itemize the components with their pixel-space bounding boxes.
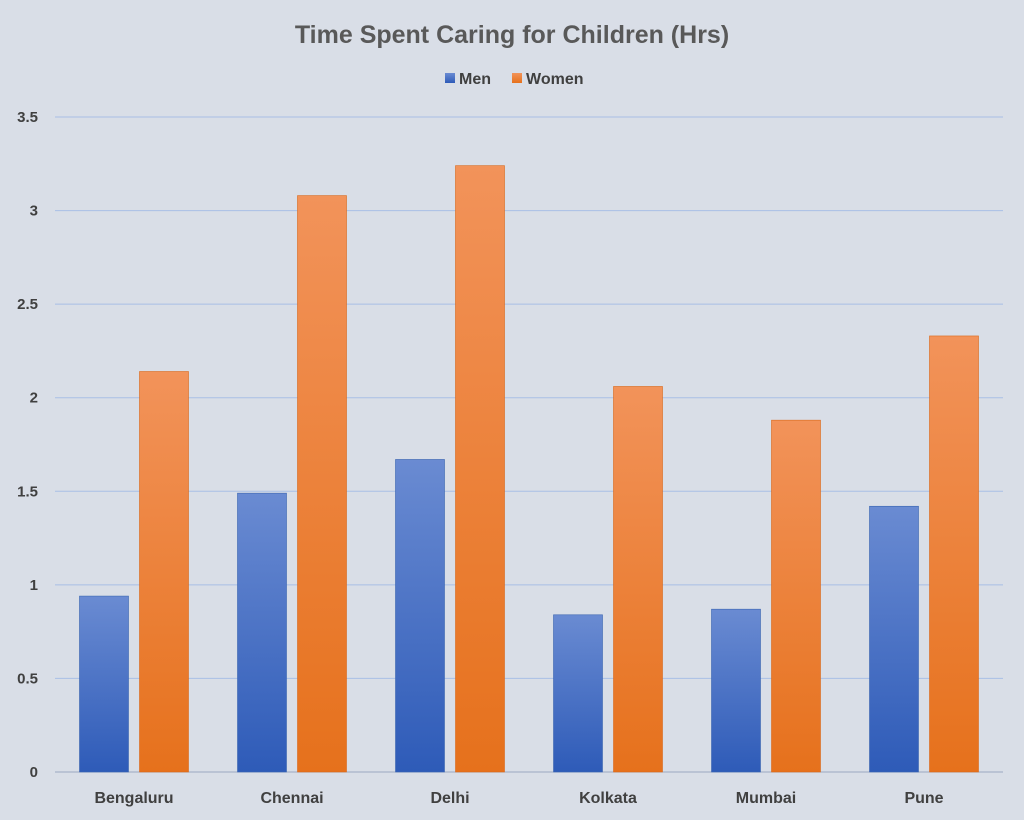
legend-swatch-men (445, 73, 455, 83)
bar-men-delhi (395, 459, 445, 773)
bar-women-pune (929, 335, 979, 773)
y-tick-label: 3.5 (17, 109, 38, 126)
y-tick-label: 3 (30, 203, 38, 220)
x-category-label: Chennai (260, 790, 323, 807)
bar-women-kolkata (613, 386, 663, 773)
y-tick-label: 1.5 (17, 483, 38, 500)
legend-label-men: Men (459, 71, 491, 88)
legend-label-women: Women (526, 71, 583, 88)
x-category-label: Kolkata (579, 790, 637, 807)
x-category-label: Mumbai (736, 790, 796, 807)
y-tick-label: 0.5 (17, 670, 38, 687)
bar-men-bengaluru (79, 595, 129, 773)
bar-men-pune (869, 505, 919, 773)
x-category-label: Bengaluru (94, 790, 173, 807)
y-tick-label: 0 (30, 764, 38, 781)
y-tick-label: 1 (30, 577, 38, 594)
bar-men-chennai (237, 492, 287, 773)
y-tick-label: 2 (30, 390, 38, 407)
x-category-label: Delhi (430, 790, 469, 807)
bar-women-bengaluru (139, 371, 189, 773)
bar-women-delhi (455, 165, 505, 773)
y-tick-label: 2.5 (17, 296, 38, 313)
chart-title: Time Spent Caring for Children (Hrs) (295, 21, 729, 49)
y-axis-ticks: 0 0.5 1 1.5 2 2.5 3 3.5 (17, 109, 38, 781)
x-axis-categories: Bengaluru Chennai Delhi Kolkata Mumbai Pune (94, 790, 943, 807)
bar-women-chennai (297, 195, 347, 773)
gridlines (55, 116, 1003, 773)
bars (79, 165, 979, 773)
legend: Men Women (445, 71, 583, 88)
bar-men-mumbai (711, 608, 761, 773)
legend-swatch-women (512, 73, 522, 83)
x-category-label: Pune (904, 790, 943, 807)
bar-men-kolkata (553, 614, 603, 773)
bar-women-mumbai (771, 419, 821, 773)
